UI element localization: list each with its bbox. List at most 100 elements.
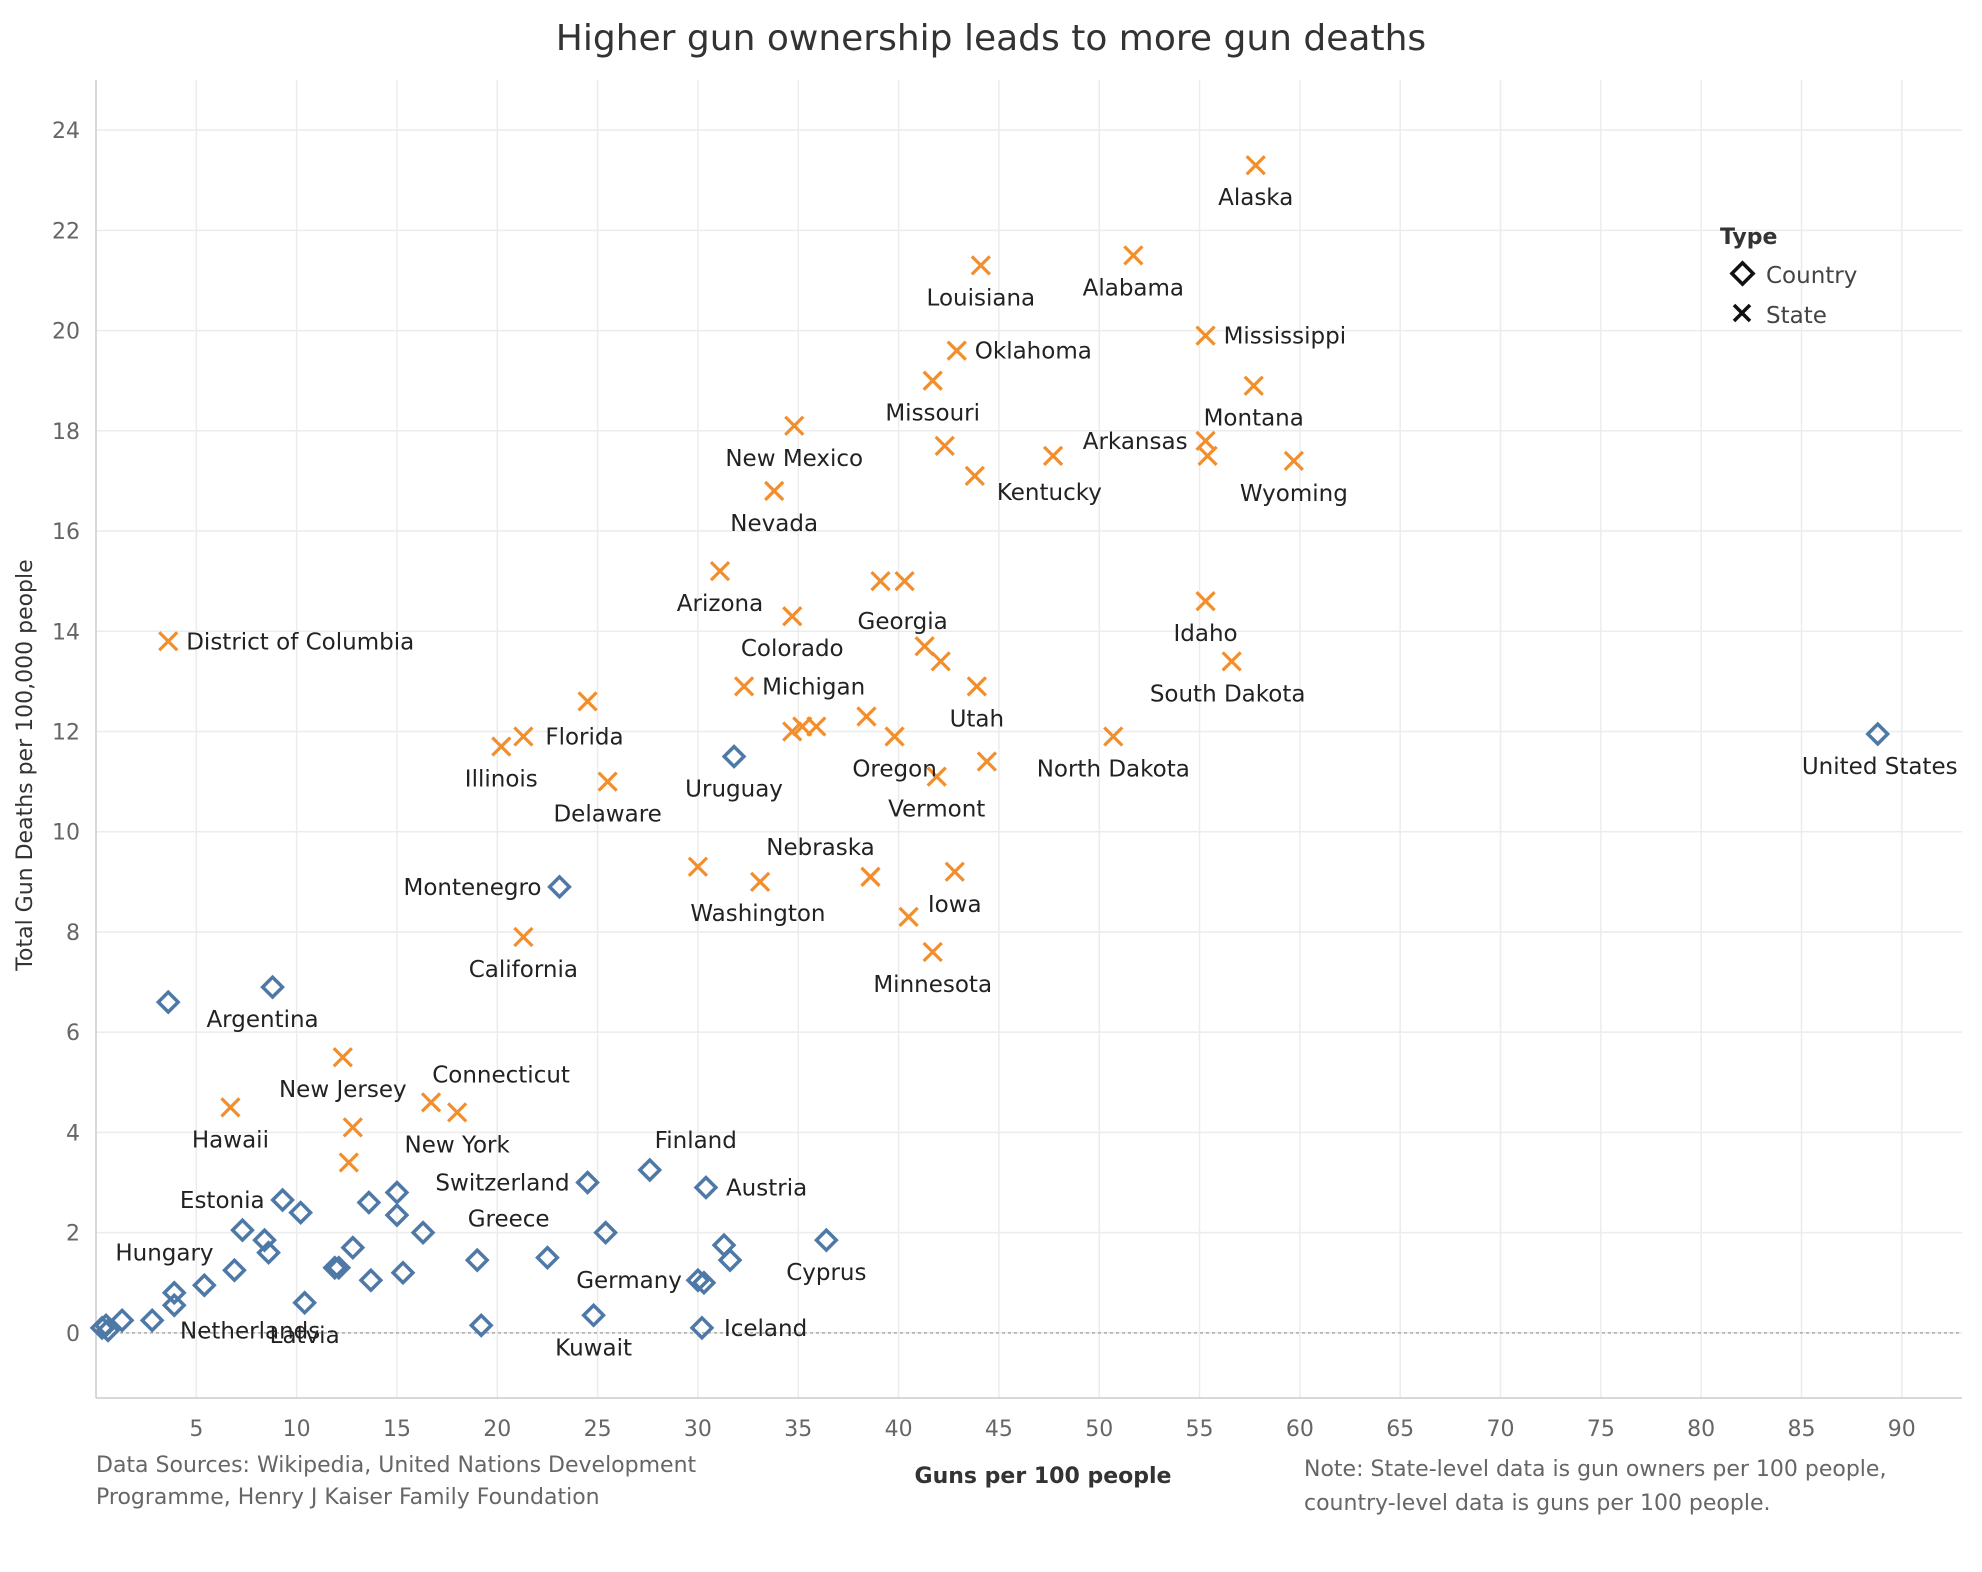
point-label: Hungary [115,1241,213,1267]
point-label: Finland [655,1128,737,1154]
state-point [447,1102,468,1123]
x-tick-label: 45 [985,1417,1013,1442]
country-point [139,1307,165,1333]
point-label: Germany [576,1268,682,1294]
x-tick-label: 15 [383,1417,411,1442]
state-point [782,721,803,742]
state-point [1243,375,1264,396]
y-tick-label: 14 [52,620,80,645]
legend-title: Type [1720,225,1777,250]
country-point [384,1202,410,1228]
country-point [256,1240,281,1266]
state-point [1042,445,1064,466]
country-point [191,1272,217,1298]
x-tick-label: 55 [1186,1417,1214,1442]
state-point [342,1117,363,1138]
country-point [593,1220,619,1245]
country-point [95,1317,121,1343]
y-tick-label: 4 [66,1121,80,1146]
data-points [89,155,1891,1343]
x-tick-label: 85 [1787,1417,1815,1442]
legend-entry-state: State [1766,303,1827,329]
state-point [970,255,991,276]
point-label: Florida [545,724,623,750]
y-tick-label: 18 [52,420,80,445]
source-note-line-1: Data Sources: Wikipedia, United Nations … [96,1453,697,1478]
point-label: Montana [1204,406,1304,432]
point-label: California [469,957,578,983]
legend-state-x-icon [1732,303,1752,323]
country-point [464,1247,490,1273]
point-label: Kentucky [997,480,1102,506]
point-label: Delaware [553,802,661,828]
x-tick-label: 35 [784,1417,812,1442]
country-point [691,1270,717,1296]
country-point [161,1280,187,1306]
state-point [1283,450,1304,471]
x-tick-label: 80 [1687,1417,1715,1442]
state-point [944,861,965,882]
point-label: Cyprus [786,1260,866,1286]
state-point [577,691,598,712]
country-point [356,1190,382,1215]
x-tick-label: 30 [684,1417,712,1442]
legend: Type Country State [1720,225,1857,329]
country-point [340,1235,366,1261]
point-label: South Dakota [1150,681,1306,707]
state-point [1195,325,1216,346]
country-point [230,1217,255,1243]
point-label: Oregon [852,756,936,782]
point-label: New Jersey [279,1077,407,1103]
legend-country-diamond-icon [1729,260,1756,287]
point-label: Netherlands [180,1318,320,1344]
state-point [513,726,534,747]
country-point [717,1247,743,1273]
x-tick-label: 10 [283,1417,311,1442]
point-label: Louisiana [927,285,1036,311]
point-label: Arizona [677,591,763,617]
state-point [946,340,967,361]
point-label: New Mexico [725,446,863,472]
country-point [322,1255,348,1281]
state-point [338,1152,359,1173]
point-label: Vermont [888,797,985,823]
country-point [547,874,572,900]
country-point [292,1290,318,1316]
point-labels: Alaska Alabama Louisiana Mississippi Oklahom… [115,185,1957,1361]
country-point [288,1200,314,1225]
y-tick-label: 16 [52,520,80,545]
state-point [784,415,805,436]
point-label: Nevada [730,511,818,537]
point-label: Switzerland [435,1171,569,1197]
point-label: Missouri [885,401,980,427]
x-tick-label: 60 [1286,1417,1314,1442]
point-label: Hawaii [192,1127,269,1153]
state-point [856,706,877,727]
x-tick-label: 40 [885,1417,913,1442]
country-point [161,1292,187,1318]
x-tick-label: 90 [1888,1417,1916,1442]
point-label: Alabama [1083,275,1184,301]
source-note-line-2: Programme, Henry J Kaiser Family Foundat… [96,1485,600,1510]
y-tick-label: 22 [52,219,80,244]
x-tick-label: 65 [1386,1417,1414,1442]
state-point [420,1092,442,1113]
x-tick-label: 75 [1587,1417,1615,1442]
point-label: Michigan [762,674,865,700]
state-point [782,606,803,627]
country-point [1865,721,1891,747]
y-tick-label: 6 [66,1021,80,1046]
point-label: North Dakota [1037,756,1190,782]
point-label: Austria [726,1176,807,1202]
point-label: Connecticut [432,1062,570,1088]
y-tick-label: 0 [66,1322,80,1347]
country-point [410,1220,436,1245]
point-label: Arkansas [1083,429,1188,455]
point-label: Argentina [206,1007,318,1033]
state-point [976,751,997,772]
point-label: District of Columbia [186,629,414,655]
country-point [358,1267,384,1293]
state-point [934,435,955,456]
country-point [813,1227,839,1253]
footnote-line-1: Note: State-level data is gun owners per… [1304,1457,1886,1482]
